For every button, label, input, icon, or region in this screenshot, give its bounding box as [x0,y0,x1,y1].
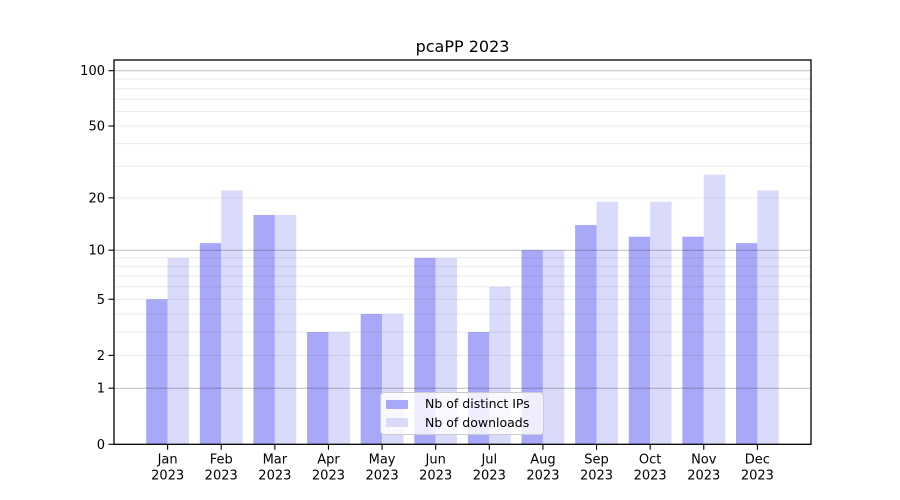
y-tick-label-1: 1 [97,382,105,397]
bar-downloads-aug [542,250,565,445]
y-tick-label-20: 20 [88,191,105,206]
bar-distinct-ips-apr [307,332,329,445]
x-tick-label-month-sep: Sep [584,452,609,467]
x-tick-label-year-feb: 2023 [205,468,238,483]
x-tick-label-year-may: 2023 [366,468,399,483]
bar-distinct-ips-sep [575,225,597,445]
x-tick-label-month-nov: Nov [691,452,717,467]
plot-frame [113,59,812,445]
x-tick-label-year-apr: 2023 [312,468,345,483]
x-tick-label-month-apr: Apr [317,452,340,467]
bar-downloads-sep [596,201,618,445]
x-tick-label-month-feb: Feb [210,452,233,467]
legend-swatch-downloads [386,418,408,428]
bar-distinct-ips-may [360,314,383,445]
y-tick-label-100: 100 [80,64,105,79]
bar-distinct-ips-jan [146,299,168,445]
x-tick-label-year-dec: 2023 [741,468,774,483]
x-tick-label-month-jun: Jun [425,452,446,467]
legend-label-distinct-ips: Nb of distinct IPs [425,396,530,412]
bar-distinct-ips-feb [199,243,222,445]
bar-downloads-apr [328,332,350,445]
y-tick-label-50: 50 [88,120,105,135]
bar-downloads-nov [703,174,726,445]
y-tick-label-5: 5 [97,293,105,308]
legend-item-distinct-ips: Nb of distinct IPs [386,396,538,412]
legend-item-downloads: Nb of downloads [386,415,538,431]
bar-distinct-ips-mar [253,214,275,445]
x-tick-label-year-aug: 2023 [526,468,559,483]
y-tick-label-0: 0 [97,438,105,453]
x-tick-label-year-mar: 2023 [258,468,291,483]
x-tick-label-year-jun: 2023 [419,468,452,483]
x-tick-label-year-jul: 2023 [473,468,506,483]
legend-swatch-distinct-ips [386,399,408,409]
x-tick-label-month-dec: Dec [745,452,770,467]
legend-label-downloads: Nb of downloads [425,415,530,430]
x-tick-label-year-sep: 2023 [580,468,613,483]
x-tick-label-year-jan: 2023 [151,468,184,483]
bar-downloads-jan [167,257,190,445]
x-tick-label-month-mar: Mar [263,452,288,467]
x-tick-label-month-jan: Jan [157,452,178,467]
bar-downloads-dec [757,190,779,445]
bar-downloads-feb [221,190,243,445]
bar-downloads-oct [650,201,672,445]
x-tick-label-month-aug: Aug [530,452,555,467]
chart-legend: Nb of distinct IPs Nb of downloads [380,392,544,435]
x-tick-label-month-oct: Oct [639,452,661,467]
bar-downloads-mar [274,214,297,445]
x-tick-label-year-nov: 2023 [687,468,720,483]
x-tick-label-month-jul: Jul [480,452,497,467]
y-tick-label-10: 10 [88,244,105,259]
x-tick-label-month-may: May [369,452,396,467]
bar-distinct-ips-dec [735,243,758,445]
bar-distinct-ips-nov [682,236,704,445]
bar-distinct-ips-oct [628,236,651,445]
y-tick-label-2: 2 [97,349,105,364]
x-tick-label-year-oct: 2023 [634,468,667,483]
chart-title: pcaPP 2023 [415,37,510,56]
